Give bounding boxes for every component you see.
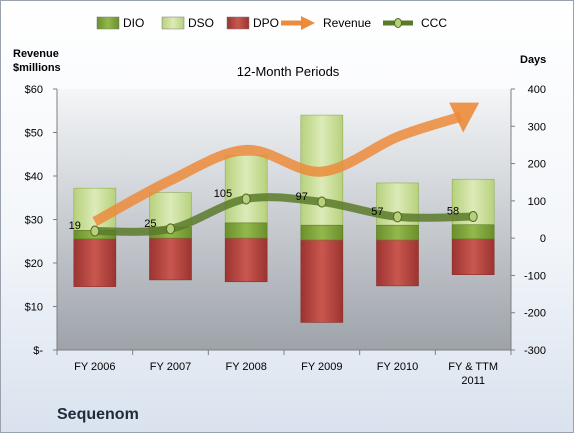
left-axis-label-line2: $millions [13, 62, 61, 74]
left-tick-label: $30 [25, 215, 43, 227]
left-tick-label: $10 [25, 302, 43, 314]
ccc-data-label: 97 [296, 191, 308, 203]
legend-label-ccc: CCC [421, 16, 447, 30]
ccc-data-label: 19 [69, 220, 81, 232]
legend-swatch-dio [96, 16, 120, 30]
ccc-point [468, 211, 478, 223]
dpo-bar [451, 237, 495, 275]
x-tick-label: FY 2008 [225, 361, 266, 373]
x-tick-label: FY 2006 [74, 361, 115, 373]
left-tick-label: $- [33, 345, 43, 357]
right-axis-label: Days [520, 54, 546, 66]
chart-title: 12-Month Periods [237, 64, 340, 79]
left-tick-label: $60 [25, 84, 43, 96]
x-tick-label: FY & TTM [448, 361, 498, 373]
ccc-point [241, 193, 251, 205]
axes-group: $- $10 $20 $30 $40 $50 $60 -300 -200 -100 0 100 200 3… [25, 84, 546, 387]
company-name: Sequenom [57, 406, 139, 423]
legend-arrowhead-revenue [301, 16, 315, 30]
left-tick-label: $50 [25, 128, 43, 140]
revenue-arrowhead [449, 102, 480, 133]
right-tick-label: 300 [528, 121, 546, 133]
left-axis-label-line1: Revenue [13, 48, 59, 60]
left-tick-label: $20 [25, 258, 43, 270]
dio-bar [300, 224, 344, 241]
legend-label-dio: DIO [123, 16, 144, 30]
right-tick-label: -200 [524, 308, 546, 320]
dpo-bar [224, 237, 268, 283]
ccc-point [90, 225, 100, 237]
right-tick-label: 100 [528, 196, 546, 208]
ccc-point [393, 211, 402, 223]
legend-swatch-dpo [226, 16, 250, 30]
right-tick-label: 400 [528, 84, 546, 96]
line-group [90, 102, 480, 237]
dpo-bar [73, 237, 117, 287]
dio-bar [376, 224, 419, 241]
label-group: 19 25 105 97 57 58 [69, 188, 460, 232]
left-tick-label: $40 [25, 171, 43, 183]
x-tick-label: FY 2010 [377, 361, 418, 373]
x-tick-label: 2011 [461, 375, 485, 387]
ccc-point [317, 196, 327, 208]
ccc-point [166, 223, 175, 235]
dpo-bar [300, 237, 344, 323]
ccc-data-label: 57 [371, 206, 383, 218]
legend-label-dpo: DPO [253, 16, 279, 30]
ccc-data-label: 105 [214, 188, 232, 200]
right-tick-label: -300 [524, 345, 546, 357]
right-tick-label: 200 [528, 159, 546, 171]
legend: DIO DSO DPO Revenue CCC [96, 16, 447, 30]
dpo-bar [376, 237, 419, 287]
ccc-data-label: 58 [447, 206, 459, 218]
right-tick-label: 0 [540, 233, 546, 245]
legend-label-revenue: Revenue [323, 16, 371, 30]
revenue-line [92, 111, 463, 227]
legend-label-dso: DSO [188, 16, 214, 30]
dio-bar [224, 222, 268, 239]
right-tick-label: -100 [524, 270, 546, 282]
legend-marker-ccc [394, 18, 402, 28]
ccc-data-label: 25 [144, 218, 156, 230]
x-tick-label: FY 2007 [150, 361, 191, 373]
legend-swatch-dso [161, 16, 185, 30]
dpo-bar [149, 237, 192, 281]
dio-bar [451, 224, 495, 240]
ccc-line [90, 193, 478, 236]
x-tick-label: FY 2009 [301, 361, 342, 373]
